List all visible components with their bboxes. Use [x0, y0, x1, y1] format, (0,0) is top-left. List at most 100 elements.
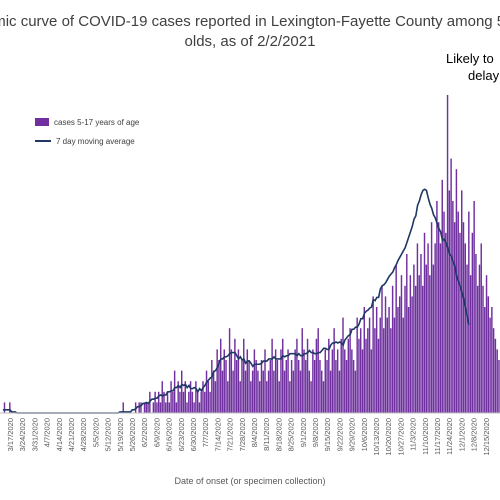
case-bar — [377, 338, 380, 413]
case-bar — [273, 370, 275, 413]
case-bar — [228, 328, 231, 413]
case-bar — [207, 381, 210, 413]
case-bar — [480, 243, 482, 413]
case-bar — [274, 349, 277, 413]
case-bar — [381, 285, 383, 413]
case-bar — [248, 360, 250, 413]
case-bar — [468, 211, 470, 413]
case-bar — [439, 243, 442, 413]
case-bar — [154, 391, 156, 413]
case-bar — [411, 296, 413, 413]
case-bar — [156, 402, 158, 413]
case-bar — [351, 349, 353, 413]
case-bar — [358, 338, 360, 413]
x-tick-label: 9/29/2020 — [348, 418, 357, 451]
case-bar — [283, 370, 286, 413]
case-bar — [375, 307, 378, 413]
case-bar — [393, 317, 396, 413]
case-bar — [388, 307, 390, 413]
x-tick-label: 7/21/2020 — [226, 418, 235, 451]
case-bar — [269, 360, 272, 413]
case-bar — [441, 179, 443, 413]
case-bar — [294, 349, 296, 413]
case-bar — [230, 349, 233, 413]
case-bar — [489, 317, 491, 413]
case-bar — [321, 370, 323, 413]
case-bar — [478, 264, 481, 413]
case-bar — [244, 370, 247, 413]
case-bar — [287, 349, 289, 413]
x-tick-label: 7/28/2020 — [238, 418, 247, 451]
case-bar — [251, 370, 254, 413]
x-tick-label: 10/27/2020 — [396, 418, 405, 456]
x-tick-label: 10/20/2020 — [384, 418, 393, 456]
case-bar — [374, 328, 376, 413]
case-bar — [280, 349, 282, 413]
case-bar — [354, 370, 357, 413]
case-bar — [271, 338, 273, 413]
case-bar — [182, 391, 185, 413]
x-tick-label: 9/8/2020 — [311, 418, 320, 447]
case-bar — [211, 360, 213, 413]
x-tick-label: 5/5/2020 — [91, 418, 100, 447]
case-bar — [455, 169, 458, 413]
case-bar — [296, 338, 298, 413]
case-bar — [200, 391, 202, 413]
x-tick-label: 11/10/2020 — [421, 418, 430, 455]
case-bar — [250, 381, 252, 413]
case-bar — [436, 201, 438, 413]
case-bar — [322, 381, 325, 413]
legend: cases 5-17 years of age 7 day moving ave… — [35, 118, 140, 146]
case-bar — [241, 360, 243, 413]
case-bar — [363, 307, 365, 413]
case-bar — [418, 275, 420, 413]
x-tick-label: 8/11/2020 — [262, 418, 271, 451]
case-bar — [227, 381, 229, 413]
case-bar — [152, 402, 155, 413]
case-bar — [219, 338, 222, 413]
case-bar — [140, 402, 142, 413]
case-bar — [352, 360, 355, 413]
x-axis-label: Date of onset (or specimen collection) — [174, 476, 325, 486]
case-bar — [365, 338, 367, 413]
annotation-line2: delay — [468, 68, 500, 83]
case-bar — [257, 370, 259, 413]
case-bar — [372, 296, 374, 413]
case-bar — [301, 328, 303, 413]
case-bar — [384, 296, 387, 413]
case-bar — [209, 391, 211, 413]
case-bar — [202, 381, 204, 413]
case-bar — [445, 232, 447, 413]
x-tick-label: 12/8/2020 — [470, 418, 479, 451]
case-bar — [379, 317, 381, 413]
case-bar — [496, 349, 498, 413]
case-bar — [409, 275, 412, 413]
x-tick-label: 9/1/2020 — [299, 418, 308, 447]
case-bar — [491, 307, 493, 413]
case-bar — [145, 402, 147, 413]
x-tick-label: 3/31/2020 — [30, 418, 39, 451]
case-bar — [232, 370, 234, 413]
x-tick-label: 5/12/2020 — [104, 418, 113, 451]
case-bar — [266, 381, 268, 413]
case-bar — [422, 285, 424, 413]
case-bar — [368, 317, 371, 413]
case-bar — [328, 338, 330, 413]
case-bar — [177, 381, 179, 413]
case-bar — [267, 370, 270, 413]
case-bar — [260, 360, 263, 413]
annotation-line1: Likely to — [446, 51, 494, 66]
case-bar — [466, 264, 468, 413]
case-bar — [282, 338, 284, 413]
case-bar — [430, 222, 433, 413]
case-bar — [196, 391, 199, 413]
case-bar — [239, 381, 241, 413]
case-bar — [204, 391, 206, 413]
case-bar — [462, 222, 465, 413]
case-bar — [255, 360, 257, 413]
case-bar — [221, 370, 224, 413]
case-bar — [423, 232, 426, 413]
case-bar — [326, 360, 328, 413]
case-bar — [184, 381, 186, 413]
